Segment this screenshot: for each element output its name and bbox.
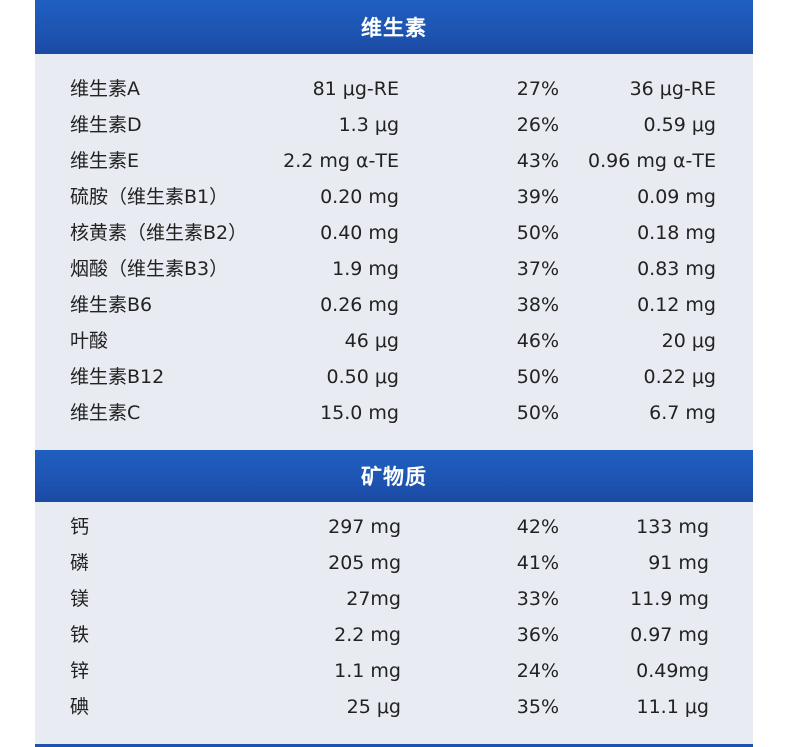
nutrient-value: 0.09 mg [637, 186, 716, 208]
nutrient-value: 0.83 mg [637, 258, 716, 280]
nutrient-amount: 0.20 mg [320, 186, 399, 208]
vitamins-section-header: 维生素 [35, 0, 753, 54]
nutrient-value: 36 μg-RE [629, 78, 716, 100]
vitamin-row: 核黄素（维生素B2） 0.40 mg 50% 0.18 mg [35, 215, 753, 251]
bottom-divider [35, 744, 753, 747]
vitamin-row: 维生素D 1.3 μg 26% 0.59 μg [35, 107, 753, 143]
nutrient-value: 0.12 mg [637, 294, 716, 316]
nutrient-percent: 26% [516, 114, 559, 136]
nutrient-name: 叶酸 [70, 330, 109, 352]
nutrient-amount: 15.0 mg [320, 402, 399, 424]
nutrient-name: 维生素E [70, 150, 140, 172]
nutrient-name: 磷 [70, 552, 90, 574]
nutrient-amount: 25 μg [346, 696, 401, 718]
nutrient-percent: 50% [516, 366, 559, 388]
nutrient-percent: 35% [516, 696, 559, 718]
nutrient-percent: 50% [516, 222, 559, 244]
nutrient-name: 烟酸（维生素B3） [70, 258, 229, 280]
nutrient-amount: 0.26 mg [320, 294, 399, 316]
vitamin-row: 维生素B6 0.26 mg 38% 0.12 mg [35, 287, 753, 323]
nutrient-amount: 0.40 mg [320, 222, 399, 244]
nutrient-value: 0.59 μg [643, 114, 717, 136]
nutrient-name: 镁 [70, 588, 90, 610]
nutrient-amount: 0.50 μg [326, 366, 400, 388]
vitamin-row: 维生素E 2.2 mg α-TE 43% 0.96 mg α-TE [35, 143, 753, 179]
nutrient-percent: 46% [516, 330, 559, 352]
minerals-section-title: 矿物质 [361, 465, 427, 489]
vitamin-row: 维生素B12 0.50 μg 50% 0.22 μg [35, 359, 753, 395]
nutrition-panel [35, 0, 753, 747]
vitamin-row: 维生素A 81 μg-RE 27% 36 μg-RE [35, 71, 753, 107]
nutrient-name: 钙 [70, 516, 90, 538]
nutrient-amount: 297 mg [328, 516, 401, 538]
nutrient-name: 硫胺（维生素B1） [70, 186, 229, 208]
nutrient-name: 维生素B6 [70, 294, 153, 316]
nutrient-name: 核黄素（维生素B2） [70, 222, 248, 244]
nutrient-amount: 205 mg [328, 552, 401, 574]
nutrient-value: 0.22 μg [643, 366, 717, 388]
mineral-row: 铁 2.2 mg 36% 0.97 mg [35, 617, 753, 653]
vitamin-row: 烟酸（维生素B3） 1.9 mg 37% 0.83 mg [35, 251, 753, 287]
mineral-row: 磷 205 mg 41% 91 mg [35, 545, 753, 581]
mineral-row: 镁 27mg 33% 11.9 mg [35, 581, 753, 617]
mineral-row: 锌 1.1 mg 24% 0.49mg [35, 653, 753, 689]
vitamins-section-title: 维生素 [361, 16, 427, 40]
nutrient-name: 维生素C [70, 402, 141, 424]
nutrient-amount: 81 μg-RE [312, 78, 399, 100]
nutrient-amount: 2.2 mg α-TE [283, 150, 399, 172]
nutrient-name: 碘 [70, 696, 90, 718]
nutrient-percent: 38% [516, 294, 559, 316]
nutrient-amount: 27mg [346, 588, 401, 610]
vitamin-row: 硫胺（维生素B1） 0.20 mg 39% 0.09 mg [35, 179, 753, 215]
nutrient-percent: 39% [516, 186, 559, 208]
nutrient-value: 0.18 mg [637, 222, 716, 244]
nutrient-value: 0.97 mg [630, 624, 709, 646]
vitamin-row: 叶酸 46 μg 46% 20 μg [35, 323, 753, 359]
nutrient-amount: 1.1 mg [334, 660, 401, 682]
nutrient-percent: 24% [516, 660, 559, 682]
nutrient-percent: 33% [516, 588, 559, 610]
nutrient-percent: 50% [516, 402, 559, 424]
nutrient-percent: 27% [516, 78, 559, 100]
nutrient-value: 6.7 mg [649, 402, 716, 424]
nutrient-name: 维生素D [70, 114, 142, 136]
nutrient-value: 91 mg [648, 552, 709, 574]
nutrient-value: 11.9 mg [630, 588, 709, 610]
nutrient-percent: 41% [516, 552, 559, 574]
nutrient-value: 0.49mg [636, 660, 709, 682]
nutrient-value: 133 mg [636, 516, 709, 538]
nutrient-value: 11.1 μg [636, 696, 710, 718]
nutrient-percent: 42% [516, 516, 559, 538]
nutrient-name: 铁 [70, 624, 90, 646]
nutrient-amount: 1.9 mg [332, 258, 399, 280]
nutrient-percent: 36% [516, 624, 559, 646]
nutrient-amount: 1.3 μg [338, 114, 399, 136]
minerals-section-header: 矿物质 [35, 450, 753, 502]
nutrient-name: 锌 [70, 660, 90, 682]
nutrient-name: 维生素A [70, 78, 140, 100]
mineral-row: 钙 297 mg 42% 133 mg [35, 509, 753, 545]
nutrient-amount: 46 μg [344, 330, 399, 352]
mineral-row: 碘 25 μg 35% 11.1 μg [35, 689, 753, 725]
nutrient-value: 0.96 mg α-TE [588, 150, 716, 172]
nutrient-percent: 37% [516, 258, 559, 280]
nutrient-percent: 43% [516, 150, 559, 172]
nutrient-value: 20 μg [661, 330, 716, 352]
nutrient-amount: 2.2 mg [334, 624, 401, 646]
nutrient-name: 维生素B12 [70, 366, 165, 388]
vitamin-row: 维生素C 15.0 mg 50% 6.7 mg [35, 395, 753, 431]
